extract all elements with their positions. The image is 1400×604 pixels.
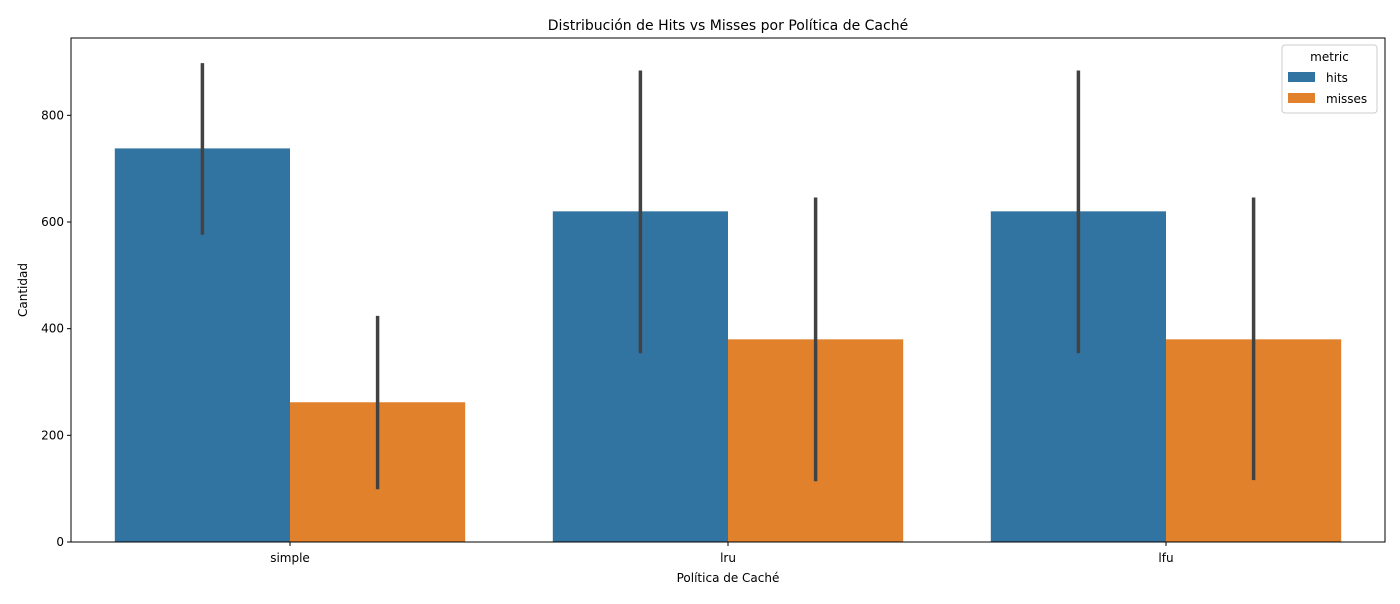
y-axis-label: Cantidad xyxy=(16,263,30,317)
legend-label-hits: hits xyxy=(1326,71,1348,85)
y-tick-label: 400 xyxy=(41,322,64,336)
legend-swatch-misses xyxy=(1288,93,1315,103)
y-tick-label: 0 xyxy=(56,535,64,549)
y-tick-label: 600 xyxy=(41,215,64,229)
y-tick-label: 800 xyxy=(41,108,64,122)
x-tick-label: simple xyxy=(270,551,310,565)
legend-title: metric xyxy=(1310,50,1349,64)
error-bars-layer xyxy=(200,63,1256,490)
x-tick-label: lfu xyxy=(1158,551,1173,565)
legend-label-misses: misses xyxy=(1326,92,1367,106)
axes-layer: 0 200 400 600 800 simple lru lfu xyxy=(41,37,1386,565)
chart-title: Distribución de Hits vs Misses por Polít… xyxy=(548,18,908,34)
x-axis-label: Política de Caché xyxy=(677,571,780,585)
legend: metric hits misses xyxy=(1281,44,1378,114)
y-tick-label: 200 xyxy=(41,428,64,442)
bars-layer xyxy=(114,148,1342,543)
x-tick-label: lru xyxy=(720,551,736,565)
legend-swatch-hits xyxy=(1288,72,1315,82)
